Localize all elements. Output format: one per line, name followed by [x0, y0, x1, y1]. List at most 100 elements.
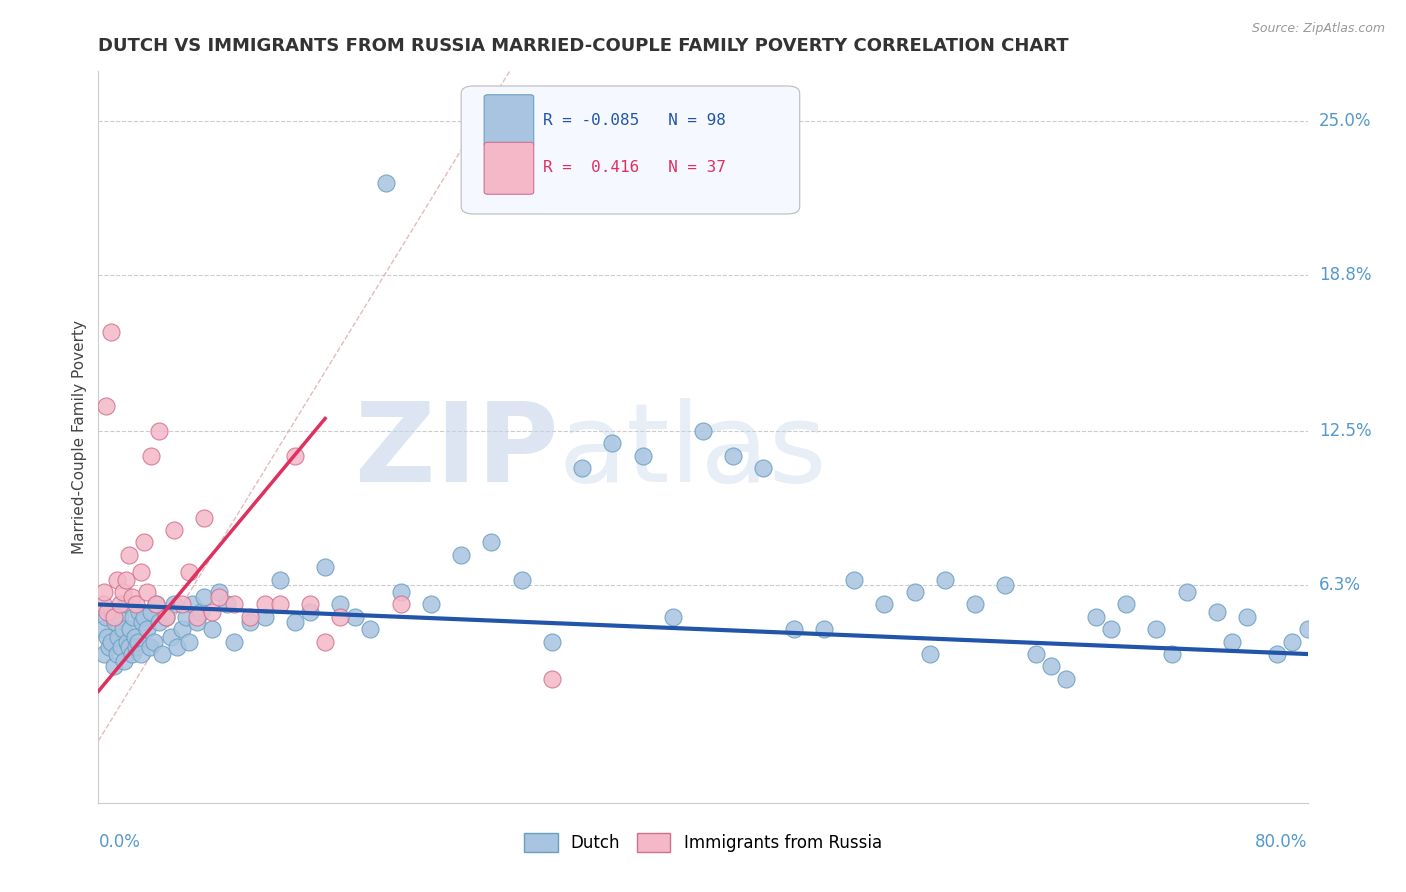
Point [299, 598, 322, 612]
Point [329, 610, 352, 624]
Point [1236, 610, 1258, 624]
Point [155, 610, 177, 624]
Text: 0.0%: 0.0% [98, 833, 141, 851]
Point [360, 622, 382, 636]
Point [510, 573, 533, 587]
Point [114, 598, 136, 612]
Point [91, 622, 114, 636]
Point [100, 325, 122, 339]
Point [1115, 598, 1137, 612]
Point [208, 590, 231, 604]
Point [179, 565, 201, 579]
Point [239, 615, 262, 629]
Legend: Dutch, Immigrants from Russia: Dutch, Immigrants from Russia [516, 824, 890, 860]
Point [844, 573, 866, 587]
Point [1281, 634, 1303, 648]
Point [253, 610, 276, 624]
Text: atlas: atlas [558, 398, 827, 505]
FancyBboxPatch shape [484, 95, 534, 146]
Point [91, 598, 114, 612]
FancyBboxPatch shape [461, 86, 800, 214]
Point [571, 461, 593, 475]
Point [132, 535, 155, 549]
Point [114, 573, 136, 587]
Point [1146, 622, 1168, 636]
Point [131, 615, 153, 629]
Point [166, 640, 188, 654]
Point [93, 647, 115, 661]
Point [118, 548, 141, 562]
Point [1024, 647, 1046, 661]
Point [692, 424, 714, 438]
Text: DUTCH VS IMMIGRANTS FROM RUSSIA MARRIED-COUPLE FAMILY POVERTY CORRELATION CHART: DUTCH VS IMMIGRANTS FROM RUSSIA MARRIED-… [98, 37, 1069, 54]
Point [129, 647, 152, 661]
Point [148, 615, 170, 629]
Point [186, 615, 208, 629]
Point [132, 610, 155, 624]
Point [752, 461, 775, 475]
Point [125, 640, 148, 654]
Point [193, 510, 215, 524]
Point [1054, 672, 1077, 686]
Point [145, 598, 167, 612]
Point [540, 672, 562, 686]
Point [284, 615, 307, 629]
Point [186, 610, 208, 624]
Point [201, 605, 224, 619]
Point [124, 630, 146, 644]
Point [299, 605, 322, 619]
Point [904, 585, 927, 599]
Point [105, 573, 128, 587]
Point [420, 598, 443, 612]
Point [1085, 610, 1108, 624]
Point [93, 585, 115, 599]
Text: 80.0%: 80.0% [1256, 833, 1308, 851]
Point [111, 585, 134, 599]
Point [170, 598, 193, 612]
Point [1220, 634, 1243, 648]
Y-axis label: Married-Couple Family Poverty: Married-Couple Family Poverty [72, 320, 87, 554]
Text: Source: ZipAtlas.com: Source: ZipAtlas.com [1251, 22, 1385, 36]
Point [873, 598, 896, 612]
FancyBboxPatch shape [484, 143, 534, 194]
Text: R =  0.416   N = 37: R = 0.416 N = 37 [543, 161, 727, 176]
Point [163, 598, 186, 612]
Point [101, 605, 124, 619]
Point [141, 605, 163, 619]
Point [104, 615, 127, 629]
Point [122, 610, 145, 624]
Point [450, 548, 472, 562]
Point [269, 573, 291, 587]
Text: 18.8%: 18.8% [1319, 266, 1371, 284]
Point [190, 605, 212, 619]
Point [269, 598, 291, 612]
Point [215, 598, 238, 612]
Point [155, 610, 177, 624]
Point [121, 590, 143, 604]
Point [139, 640, 162, 654]
Point [314, 560, 336, 574]
Point [98, 640, 121, 654]
Point [125, 598, 148, 612]
Point [193, 590, 215, 604]
Point [1160, 647, 1182, 661]
Point [94, 399, 117, 413]
Point [112, 655, 135, 669]
Point [1267, 647, 1289, 661]
Point [1206, 605, 1229, 619]
Point [108, 610, 131, 624]
Point [284, 449, 307, 463]
Point [103, 610, 125, 624]
Point [344, 610, 367, 624]
Point [150, 647, 173, 661]
Text: ZIP: ZIP [354, 398, 558, 505]
Point [918, 647, 941, 661]
Point [201, 622, 224, 636]
Point [121, 647, 143, 661]
Text: 12.5%: 12.5% [1319, 422, 1371, 440]
Point [1175, 585, 1198, 599]
Point [179, 634, 201, 648]
Point [481, 535, 503, 549]
Point [118, 640, 141, 654]
Point [170, 622, 193, 636]
